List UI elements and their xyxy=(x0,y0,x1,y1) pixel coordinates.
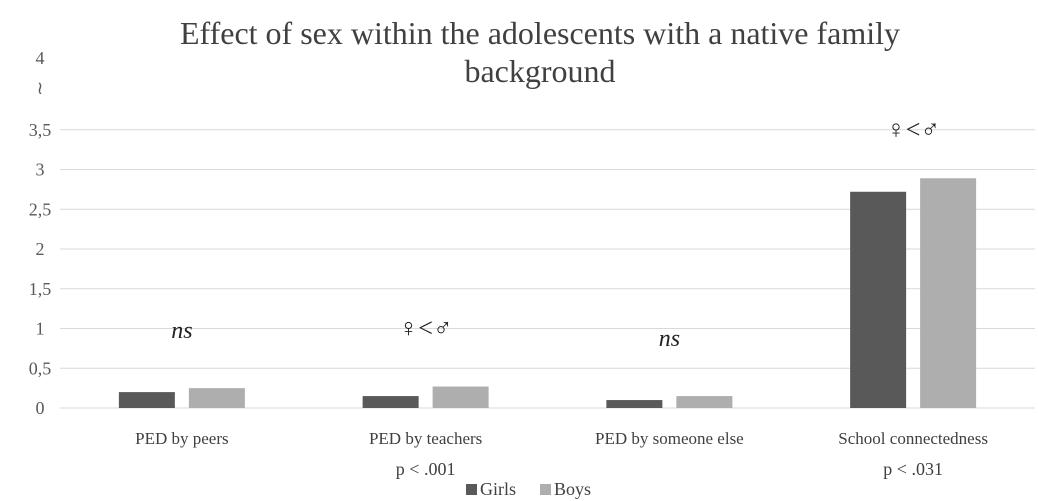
y-tick-label: 3 xyxy=(36,160,45,180)
y-axis-break-marker: ≀ xyxy=(37,78,44,98)
bar-boys-1 xyxy=(188,388,245,408)
significance-annotations: ns ♀<♂ ns ♀<♂ xyxy=(171,115,940,352)
bar-girls-4 xyxy=(850,191,907,408)
legend-swatch-girls xyxy=(466,484,477,495)
significance-annotation: ♀<♂ xyxy=(886,115,940,144)
x-category-label: School connectedness xyxy=(838,429,988,448)
gridlines xyxy=(60,129,1035,409)
p-value-label: p < .031 xyxy=(883,459,943,479)
y-tick-label: 1 xyxy=(36,319,45,339)
y-tick-label: 0 xyxy=(36,398,45,418)
legend-label-girls: Girls xyxy=(480,479,516,499)
p-value-labels: p < .001 p < .031 xyxy=(396,459,943,479)
y-tick-label: 2 xyxy=(36,239,45,259)
chart-title-line-2: background xyxy=(464,53,615,89)
y-tick-label: 2,5 xyxy=(29,199,52,219)
significance-annotation: ns xyxy=(171,318,192,344)
y-axis-ticks: 0 0,5 1 1,5 2 2,5 3 3,5 xyxy=(29,120,52,418)
bar-girls-2 xyxy=(362,396,419,408)
bar-girls-3 xyxy=(606,400,663,408)
bar-boys-3 xyxy=(676,396,733,408)
bars xyxy=(118,178,977,408)
bar-girls-1 xyxy=(118,392,175,408)
legend: Girls Boys xyxy=(466,479,591,499)
y-tick-label: 3,5 xyxy=(29,120,52,140)
chart-title-line-1: Effect of sex within the adolescents wit… xyxy=(180,15,900,51)
y-tick-label: 1,5 xyxy=(29,279,52,299)
y-axis-top-label: 4 xyxy=(36,48,45,68)
legend-swatch-boys xyxy=(540,484,551,495)
category-labels: PED by peers PED by teachers PED by someon… xyxy=(135,429,988,448)
bar-boys-2 xyxy=(432,386,489,408)
significance-annotation: ns xyxy=(659,326,680,352)
significance-annotation: ♀<♂ xyxy=(399,314,453,343)
x-category-label: PED by peers xyxy=(135,429,228,448)
legend-label-boys: Boys xyxy=(554,479,591,499)
x-category-label: PED by teachers xyxy=(369,429,482,448)
y-tick-label: 0,5 xyxy=(29,358,52,378)
bar-boys-4 xyxy=(920,178,977,408)
x-category-label: PED by someone else xyxy=(595,429,744,448)
p-value-label: p < .001 xyxy=(396,459,456,479)
